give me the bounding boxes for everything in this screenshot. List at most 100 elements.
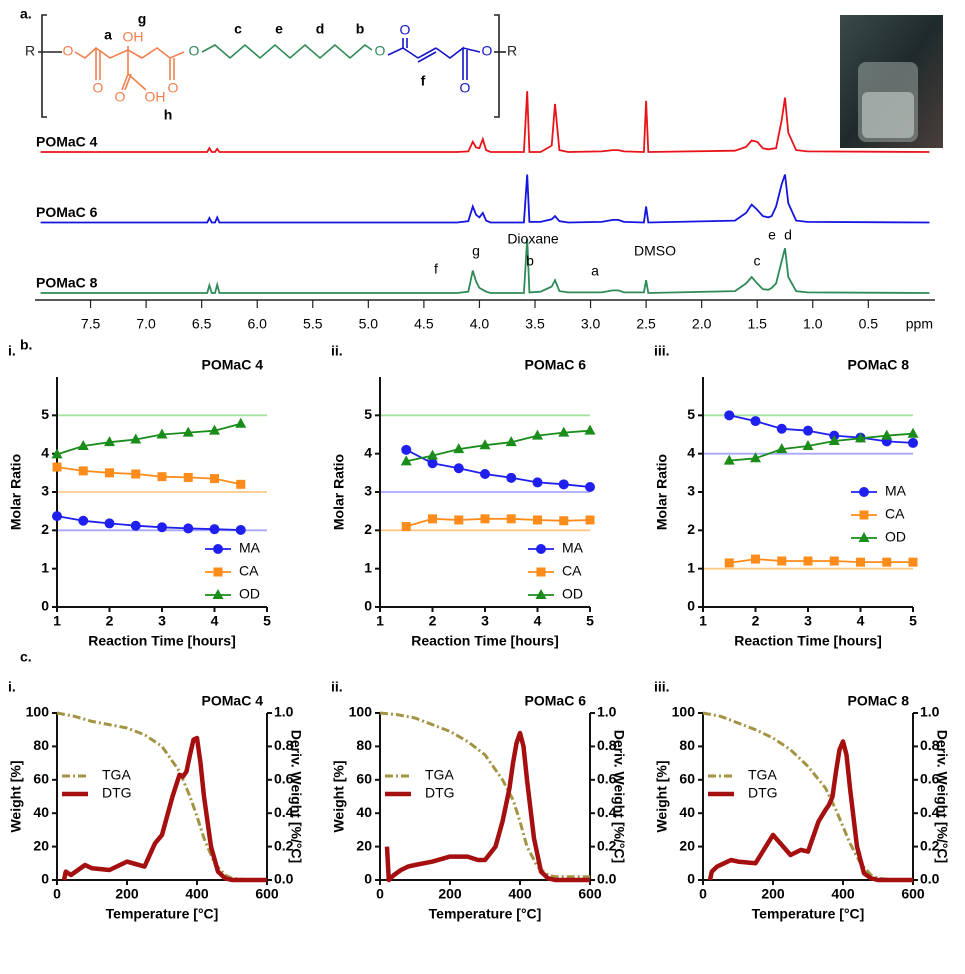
panel-label: c. (20, 649, 32, 665)
y-tick-label: 80 (33, 737, 49, 753)
legend-label: TGA (425, 767, 454, 783)
bond (74, 46, 185, 91)
marker (51, 448, 63, 459)
x-tick-label: 7.5 (81, 316, 101, 332)
y-tick-label: 4 (364, 444, 372, 460)
y-axis-label: Weight [%] (8, 760, 24, 832)
y-axis-label: Molar Ratio (8, 454, 24, 530)
x-axis-label: ppm (906, 316, 933, 332)
x-tick-label: 600 (901, 886, 925, 902)
marker (236, 479, 246, 489)
atom: R (507, 43, 517, 59)
y2-tick-label: 0.8 (920, 737, 940, 753)
chart-title: POMaC 6 (525, 357, 587, 373)
peak-annotation: Dioxane (507, 231, 559, 247)
x-tick-label: 7.0 (136, 316, 156, 332)
marker (453, 443, 465, 454)
marker (828, 435, 840, 446)
marker (77, 440, 89, 450)
legend-label: DTG (748, 785, 778, 801)
x-tick-label: 1 (699, 613, 707, 629)
y2-tick-label: 0.4 (597, 804, 617, 820)
panel-sublabel: iii. (654, 679, 670, 695)
x-axis-label: Reaction Time [hours] (411, 633, 559, 649)
panel-sublabel: ii. (331, 679, 343, 695)
y-tick-label: 60 (33, 771, 49, 787)
x-tick-label: 400 (185, 886, 209, 902)
series-line (61, 735, 267, 883)
atom: O (115, 89, 126, 105)
marker (724, 410, 735, 421)
x-tick-label: 5 (263, 613, 271, 629)
panel-sublabel: ii. (331, 343, 343, 359)
x-tick-label: 400 (831, 886, 855, 902)
peak-annotation: f (434, 261, 438, 277)
y-tick-label: 4 (687, 444, 695, 460)
legend-label: OD (239, 586, 260, 602)
y-tick-label: 0 (364, 871, 372, 887)
atom: O (63, 43, 74, 59)
atom: OH (123, 29, 144, 45)
atom: O (375, 43, 386, 59)
marker (585, 515, 595, 525)
peak-annotation: c (754, 253, 761, 269)
panel-sublabel: i. (8, 343, 16, 359)
panel-sublabel: iii. (654, 343, 670, 359)
y-axis-label: Weight [%] (331, 760, 347, 832)
structure (38, 14, 506, 118)
marker (751, 554, 760, 564)
series-line (406, 429, 591, 463)
series-line (702, 711, 913, 882)
y-tick-label: 5 (41, 406, 49, 422)
panel-sublabel: i. (8, 679, 16, 695)
y-tick-label: 0 (687, 598, 695, 614)
atom: O (460, 80, 471, 96)
chart-title: POMaC 8 (848, 357, 910, 373)
marker (156, 428, 168, 439)
marker (183, 472, 193, 482)
marker (52, 511, 62, 522)
x-tick-label: 0.5 (859, 316, 879, 332)
y-tick-label: 60 (356, 771, 372, 787)
marker (724, 558, 734, 568)
proton-label: d (316, 21, 325, 37)
marker (130, 520, 141, 531)
atom: O (400, 22, 411, 38)
y-tick-label: 1 (41, 559, 49, 575)
x-axis-label: Reaction Time [hours] (88, 633, 236, 649)
marker (803, 556, 813, 566)
y2-tick-label: 0.6 (920, 771, 940, 787)
y2-tick-label: 0.0 (597, 871, 617, 887)
marker (506, 472, 517, 483)
marker (907, 427, 919, 438)
marker (584, 424, 596, 435)
marker (532, 477, 543, 488)
marker (78, 466, 88, 476)
chart-title: POMaC 6 (525, 693, 587, 709)
chart-title: POMaC 4 (202, 693, 264, 709)
x-tick-label: 4 (534, 613, 542, 629)
x-tick-label: 1.0 (803, 316, 823, 332)
marker (401, 522, 411, 531)
marker (183, 523, 194, 534)
y-tick-label: 3 (364, 483, 372, 499)
marker (506, 514, 516, 524)
marker (532, 429, 543, 440)
marker (130, 433, 142, 444)
y-tick-label: 1 (687, 559, 695, 575)
marker (505, 436, 517, 447)
panel-label: a. (20, 6, 32, 22)
chart-title: POMaC 8 (848, 693, 910, 709)
atom: O (189, 43, 200, 59)
x-tick-label: 4 (857, 613, 865, 629)
marker (536, 567, 546, 577)
marker (585, 482, 595, 493)
marker (235, 417, 247, 428)
charts: 7.5 7.0 6.5 6.0 5.5 5.0 4.5 4.0 3.5 3.0 2.5 2.0 1.5 1… (8, 91, 950, 922)
marker (881, 429, 893, 440)
y2-tick-label: 0.6 (597, 771, 617, 787)
y-tick-label: 100 (26, 704, 50, 720)
y2-tick-label: 0.2 (920, 837, 940, 853)
spectrum-line (40, 91, 930, 153)
